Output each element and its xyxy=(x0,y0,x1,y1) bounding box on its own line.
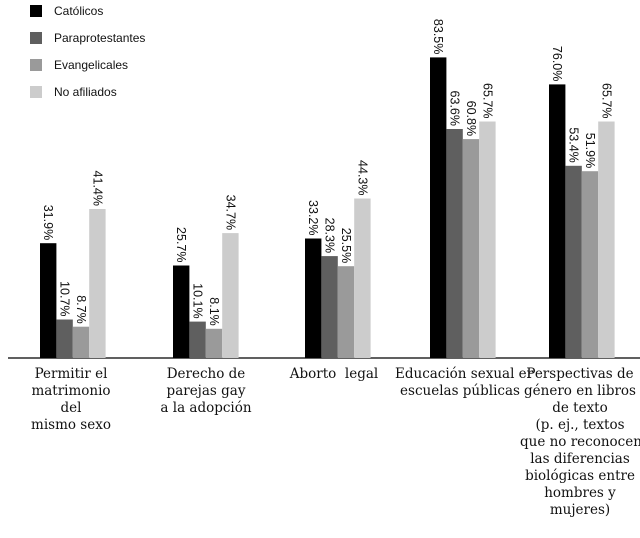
bar-paraprotestantes-5 xyxy=(565,165,582,358)
data-label-catolicos-2: 25.7% xyxy=(174,227,188,262)
data-label-paraprotestantes-2: 10.1% xyxy=(191,283,205,318)
category-label-1: Permitir el matrimonio del mismo sexo xyxy=(31,366,111,433)
legend-label-paraprotestantes: Paraprotestantes xyxy=(54,31,146,45)
legend-swatch-paraprotestantes xyxy=(30,32,42,44)
legend-swatch-evangelicales xyxy=(30,59,42,71)
bar-paraprotestantes-1 xyxy=(56,319,73,358)
bar-evangelicales-1 xyxy=(72,326,90,358)
bar-no-afiliados-4 xyxy=(479,121,496,358)
category-label-4: Educación sexual er escuelas públicas xyxy=(395,366,534,399)
bar-no-afiliados-1 xyxy=(89,209,106,358)
bar-no-afiliados-2 xyxy=(222,233,239,358)
data-label-paraprotestantes-4: 63.6% xyxy=(448,91,462,126)
data-label-no-afiliados-1: 41.4% xyxy=(90,171,104,206)
data-label-no-afiliados-4: 65.7% xyxy=(480,83,494,118)
data-label-no-afiliados-3: 44.3% xyxy=(355,160,369,195)
bar-paraprotestantes-2 xyxy=(189,321,206,358)
data-label-evangelicales-3: 25.5% xyxy=(339,228,353,263)
bar-catolicos-1 xyxy=(40,243,57,358)
data-label-evangelicales-4: 60.8% xyxy=(464,101,478,136)
legend-label-evangelicales: Evangelicales xyxy=(54,58,129,72)
bar-evangelicales-5 xyxy=(581,171,599,358)
data-label-no-afiliados-2: 34.7% xyxy=(223,195,237,230)
data-label-evangelicales-2: 8.1% xyxy=(207,297,221,326)
data-label-evangelicales-1: 8.7% xyxy=(74,295,88,324)
legend-label-catolicos: Católicos xyxy=(54,4,104,18)
legend-label-no-afiliados: No afiliados xyxy=(54,85,117,99)
data-label-catolicos-3: 33.2% xyxy=(306,200,320,235)
bar-paraprotestantes-4 xyxy=(446,129,463,358)
bar-evangelicales-4 xyxy=(462,139,480,358)
data-label-catolicos-1: 31.9% xyxy=(41,205,55,240)
data-label-paraprotestantes-3: 28.3% xyxy=(323,218,337,253)
bar-no-afiliados-3 xyxy=(354,198,371,358)
data-label-paraprotestantes-5: 53.4% xyxy=(567,127,581,162)
bar-catolicos-5 xyxy=(549,84,566,359)
bar-catolicos-3 xyxy=(305,238,322,358)
legend-swatch-catolicos xyxy=(30,5,42,17)
data-label-paraprotestantes-1: 10.7% xyxy=(58,281,72,316)
bar-catolicos-2 xyxy=(173,265,190,358)
bar-catolicos-4 xyxy=(430,57,447,359)
data-label-no-afiliados-5: 65.7% xyxy=(599,83,613,118)
data-label-catolicos-4: 83.5% xyxy=(431,19,445,54)
data-label-catolicos-5: 76.0% xyxy=(550,46,564,81)
bar-no-afiliados-5 xyxy=(598,121,615,358)
bar-evangelicales-3 xyxy=(337,266,355,358)
category-label-3: Aborto legal xyxy=(289,366,379,382)
bar-evangelicales-2 xyxy=(205,328,223,358)
bar-paraprotestantes-3 xyxy=(321,256,338,358)
category-label-2: Derecho de parejas gay a la adopción xyxy=(160,366,252,416)
legend-swatch-no-afiliados xyxy=(30,86,42,98)
data-label-evangelicales-5: 51.9% xyxy=(583,133,597,168)
category-label-5: Perspectivas de género en libros de texto(… xyxy=(520,366,640,518)
